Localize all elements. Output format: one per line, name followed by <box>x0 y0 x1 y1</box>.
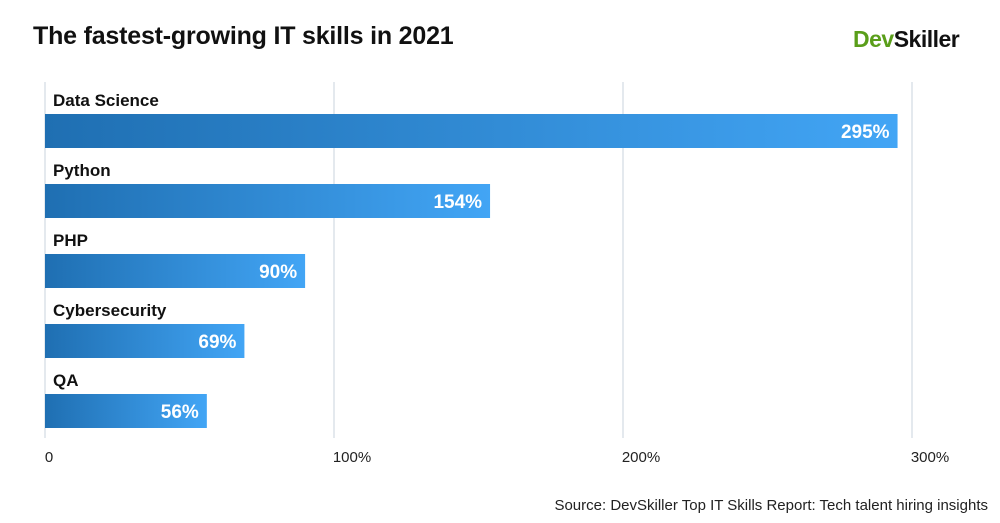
value-label: 90% <box>259 262 297 283</box>
x-tick-label: 100% <box>333 449 371 466</box>
value-label: 154% <box>433 192 482 213</box>
category-label: QA <box>53 371 79 390</box>
bar <box>45 184 491 218</box>
x-tick-label: 300% <box>911 449 949 466</box>
source-note: Source: DevSkiller Top IT Skills Report:… <box>554 497 988 514</box>
value-label: 69% <box>198 332 236 353</box>
value-label: 295% <box>841 122 890 143</box>
category-label: Cybersecurity <box>53 301 167 320</box>
bar <box>45 394 207 428</box>
devskiller-logo: DevSkiller <box>853 26 960 52</box>
bar <box>45 254 306 288</box>
category-label: Data Science <box>53 91 159 110</box>
chart-title: The fastest-growing IT skills in 2021 <box>33 22 454 50</box>
category-label: PHP <box>53 231 88 250</box>
bar <box>45 324 245 358</box>
x-tick-label: 0 <box>45 449 53 466</box>
x-tick-label: 200% <box>622 449 660 466</box>
bar <box>45 114 898 148</box>
category-label: Python <box>53 161 111 180</box>
value-label: 56% <box>161 402 199 423</box>
